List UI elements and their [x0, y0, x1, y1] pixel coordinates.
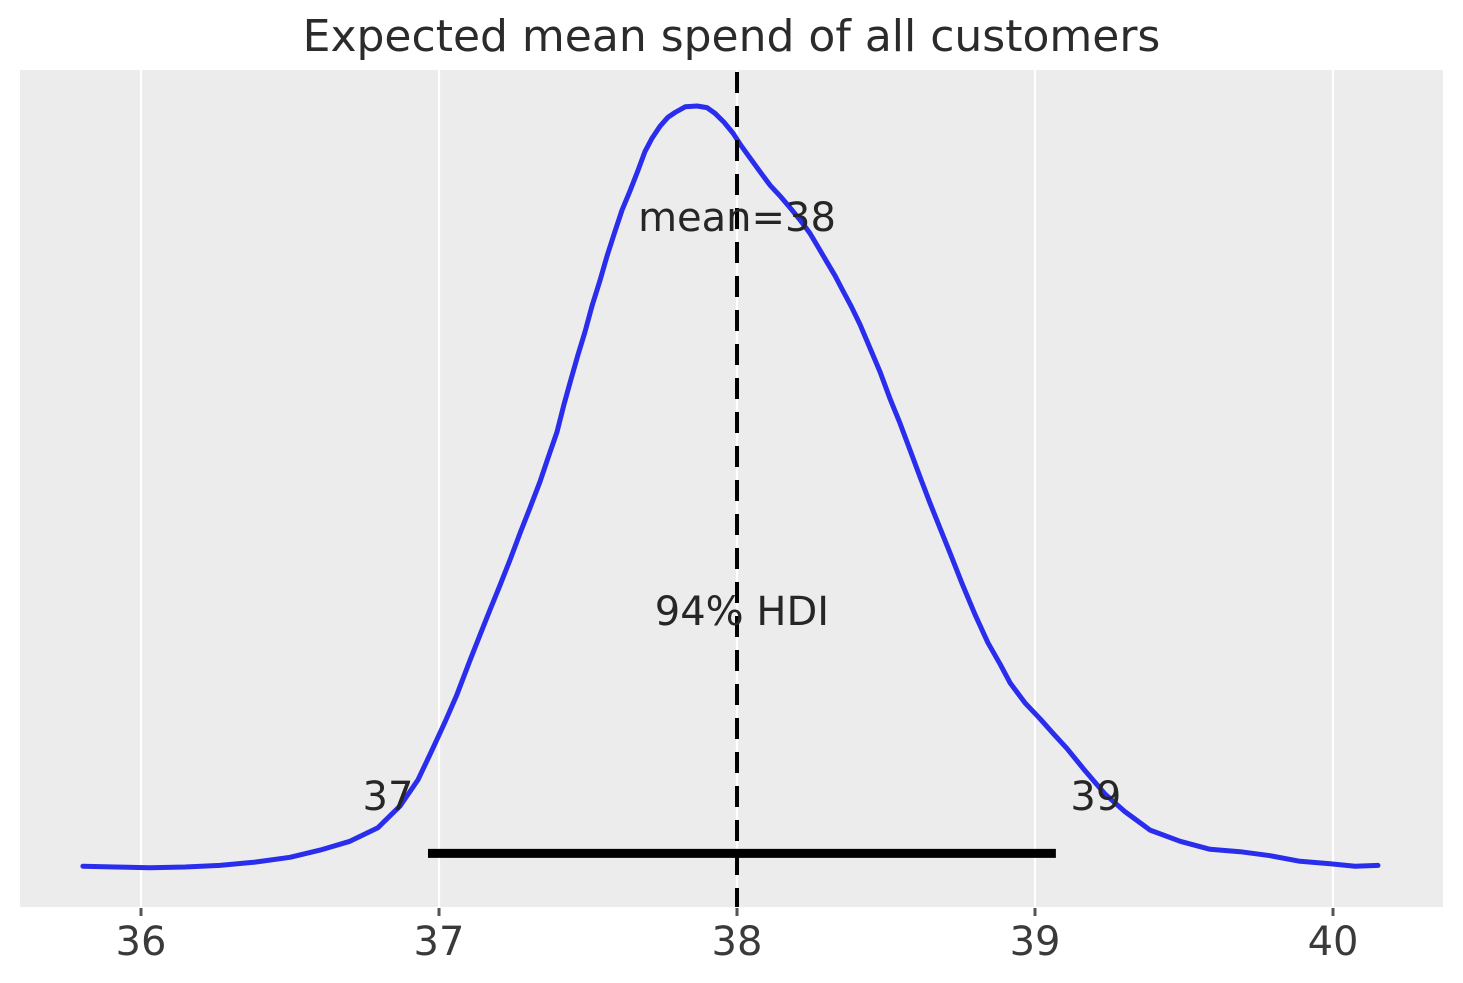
plot-canvas [20, 70, 1443, 907]
x-tick-label: 38 [711, 919, 763, 965]
mean-annotation: mean=38 [638, 195, 836, 241]
x-tick-label: 37 [413, 919, 465, 965]
hdi-lower-label: 37 [362, 774, 414, 820]
chart-title: Expected mean spend of all customers [302, 10, 1161, 62]
x-tick-label: 36 [115, 919, 167, 965]
x-axis: 36 37 38 39 40 [0, 907, 1463, 983]
x-tick-label: 40 [1307, 919, 1359, 965]
hdi-annotation: 94% HDI [654, 589, 830, 635]
x-tick-mark [437, 908, 441, 916]
hdi-upper-label: 39 [1070, 774, 1122, 820]
x-tick-label: 39 [1009, 919, 1061, 965]
plot-area: mean=38 94% HDI 37 39 [20, 70, 1443, 907]
x-tick-mark [139, 908, 143, 916]
plot-background [20, 70, 1443, 907]
x-tick-mark [1331, 908, 1335, 916]
x-tick-mark [735, 908, 739, 916]
kde-curve [80, 103, 1381, 871]
x-tick-mark [1033, 908, 1037, 916]
